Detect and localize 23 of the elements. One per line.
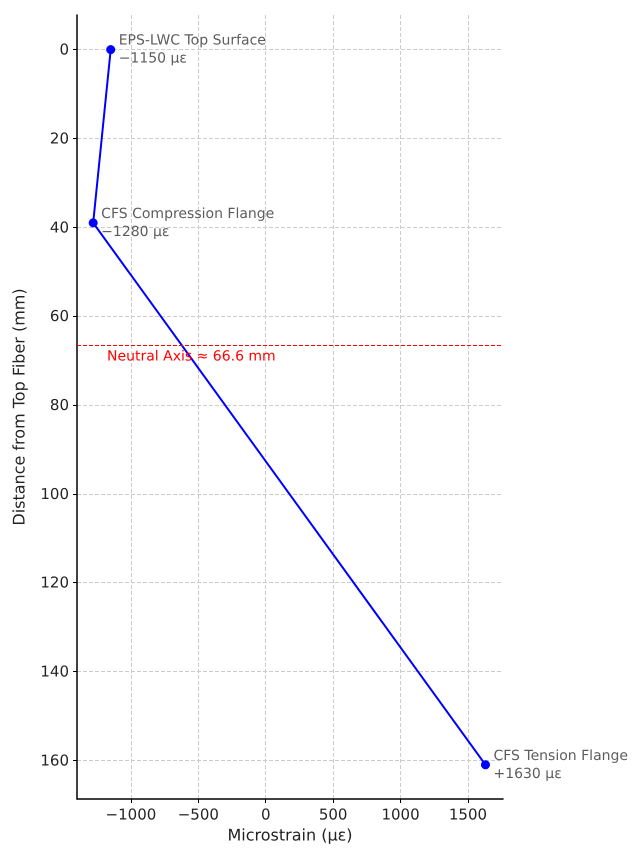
annotation: CFS Tension Flange +1630 με (493, 748, 628, 782)
x-tick-label: 1000 (381, 806, 420, 824)
x-tick-label: 0 (260, 806, 271, 824)
point (88, 218, 98, 228)
y-tick-label: 80 (50, 396, 69, 414)
x-axis-title: Microstrain (με) (227, 826, 353, 844)
y-axis-title: Distance from Top Fiber (mm) (10, 288, 28, 526)
annotation: EPS-LWC Top Surface −1150 με (118, 32, 266, 67)
point (480, 760, 490, 770)
y-tick-label: 120 (40, 574, 69, 592)
x-tick-label: 1500 (448, 806, 488, 824)
point (106, 45, 116, 54)
x-tick-label: 500 (318, 806, 348, 824)
y-tick-label: 20 (50, 129, 69, 148)
y-tick-label: 100 (40, 484, 69, 503)
x-tick-label: −500 (178, 806, 219, 824)
y-tick-label: 60 (50, 307, 69, 326)
y-tick-label: 160 (40, 751, 69, 770)
x-tick-label: −1000 (106, 806, 156, 824)
y-tick-label: 0 (59, 40, 69, 59)
y-tick-label: 40 (50, 218, 69, 236)
y-tick-label: 140 (40, 662, 69, 681)
annotation: CFS Compression Flange −1280 με (101, 206, 274, 240)
